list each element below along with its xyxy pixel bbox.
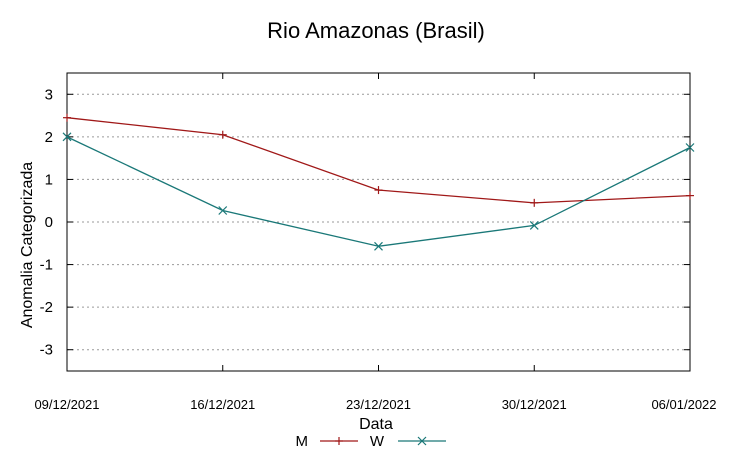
data-point-w (218, 206, 228, 215)
x-axis-ticks: 09/12/2021 16/12/2021 23/12/2021 30/12/2021… (34, 73, 717, 412)
legend-label: M (296, 433, 309, 450)
y-tick-label: -3 (40, 342, 53, 359)
y-axis-ticks: 3 2 1 0 -1 -2 -3 (40, 86, 690, 359)
data-point-w (685, 143, 695, 152)
y-tick-label: 3 (45, 86, 53, 103)
data-point-m (63, 113, 71, 122)
y-tick-label: -2 (40, 299, 53, 316)
grid-lines (67, 93, 690, 351)
data-point-w (529, 220, 539, 230)
data-point-m (374, 186, 383, 195)
data-point-m (686, 191, 694, 200)
x-tick-label: 30/12/2021 (502, 397, 567, 412)
y-tick-label: 2 (45, 129, 53, 146)
x-tick-label: 23/12/2021 (346, 397, 411, 412)
data-point-m (218, 130, 227, 139)
legend-label: W (370, 433, 385, 450)
y-tick-label: 1 (45, 171, 53, 188)
x-tick-label: 16/12/2021 (190, 397, 255, 412)
y-axis-label: Anomalia Categorizada (19, 162, 36, 328)
data-point-m (530, 198, 539, 207)
chart-title: Rio Amazonas (Brasil) (267, 18, 485, 43)
x-tick-label: 06/01/2022 (651, 397, 716, 412)
legend-swatch-marker (335, 437, 343, 445)
y-tick-label: 0 (45, 214, 53, 231)
series-layer (62, 113, 695, 251)
y-tick-label: -1 (40, 257, 53, 274)
legend-entry-w: W (370, 433, 446, 450)
data-point-w (374, 241, 383, 251)
legend-entry-m: M (296, 433, 358, 450)
x-tick-label: 09/12/2021 (34, 397, 99, 412)
data-point-w (62, 132, 72, 142)
x-axis-label: Data (359, 416, 393, 433)
legend-swatch-marker (417, 436, 427, 446)
